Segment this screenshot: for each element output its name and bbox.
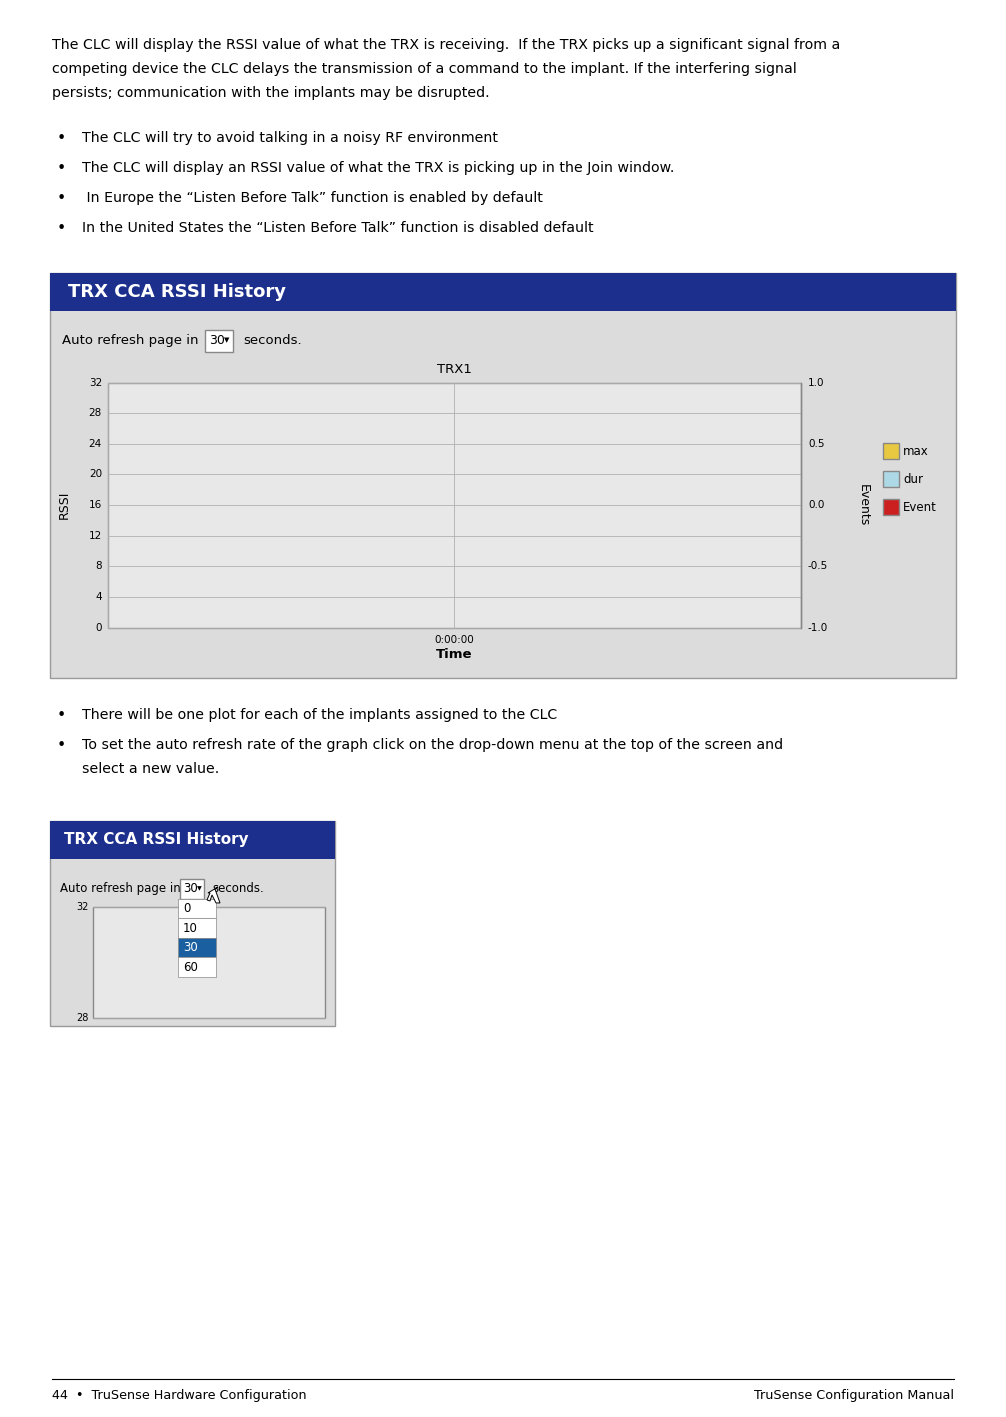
Text: •: • [57, 190, 66, 205]
Text: persists; communication with the implants may be disrupted.: persists; communication with the implant… [52, 86, 490, 101]
Text: TRX CCA RSSI History: TRX CCA RSSI History [64, 832, 248, 847]
Text: 60: 60 [183, 961, 198, 973]
Text: In the United States the “Listen Before Talk” function is disabled default: In the United States the “Listen Before … [82, 221, 594, 235]
Text: 30: 30 [209, 334, 225, 347]
Text: competing device the CLC delays the transmission of a command to the implant. If: competing device the CLC delays the tran… [52, 62, 797, 77]
Text: 32: 32 [89, 377, 102, 388]
Text: •: • [57, 221, 66, 235]
Text: 10: 10 [183, 921, 198, 935]
Text: To set the auto refresh rate of the graph click on the drop-down menu at the top: To set the auto refresh rate of the grap… [82, 738, 783, 751]
Bar [108, 383, 801, 628]
Text: Auto refresh page in: Auto refresh page in [60, 883, 181, 896]
Text: seconds.: seconds. [243, 334, 302, 347]
Text: ▼: ▼ [224, 337, 229, 343]
Bar [178, 958, 216, 976]
Text: ▼: ▼ [196, 887, 201, 891]
Text: 0: 0 [96, 622, 102, 632]
Bar [180, 879, 204, 898]
Text: 0:00:00: 0:00:00 [435, 635, 475, 645]
Bar [50, 272, 956, 677]
Text: 0.5: 0.5 [808, 439, 825, 449]
Text: 28: 28 [76, 1013, 89, 1023]
Text: Time: Time [437, 648, 473, 660]
Text: -1.0: -1.0 [808, 622, 828, 632]
Text: The CLC will try to avoid talking in a noisy RF environment: The CLC will try to avoid talking in a n… [82, 130, 498, 145]
Bar [50, 820, 335, 859]
Text: 8: 8 [96, 561, 102, 571]
Bar [50, 272, 956, 310]
Text: •: • [57, 130, 66, 146]
Bar [883, 499, 899, 516]
Text: 28: 28 [89, 408, 102, 418]
Bar [178, 938, 216, 958]
Text: -0.5: -0.5 [808, 561, 828, 571]
Text: 16: 16 [89, 500, 102, 510]
Text: •: • [57, 707, 66, 723]
Text: select a new value.: select a new value. [82, 762, 219, 775]
Text: 1.0: 1.0 [808, 377, 825, 388]
Text: TRX1: TRX1 [437, 363, 472, 376]
Text: TRX CCA RSSI History: TRX CCA RSSI History [68, 282, 286, 300]
Text: •: • [57, 738, 66, 752]
Text: 44  •  TruSense Hardware Configuration: 44 • TruSense Hardware Configuration [52, 1389, 307, 1401]
Bar [883, 472, 899, 487]
Text: RSSI: RSSI [57, 490, 70, 519]
Bar [883, 444, 899, 459]
Text: There will be one plot for each of the implants assigned to the CLC: There will be one plot for each of the i… [82, 707, 557, 721]
Text: dur: dur [903, 473, 923, 486]
Bar [178, 918, 216, 938]
Bar [93, 907, 325, 1017]
Text: 30: 30 [183, 883, 198, 896]
Text: •: • [57, 160, 66, 176]
Text: 12: 12 [89, 531, 102, 541]
Text: 24: 24 [89, 439, 102, 449]
Text: 20: 20 [89, 469, 102, 479]
Bar [205, 330, 233, 351]
Text: 30: 30 [183, 941, 198, 954]
Text: Auto refresh page in: Auto refresh page in [62, 334, 198, 347]
Text: max: max [903, 445, 929, 458]
Text: Events: Events [856, 485, 869, 526]
Bar [178, 898, 216, 918]
Text: 4: 4 [96, 592, 102, 602]
Text: 0: 0 [183, 903, 190, 915]
Text: 0.0: 0.0 [808, 500, 824, 510]
Text: The CLC will display an RSSI value of what the TRX is picking up in the Join win: The CLC will display an RSSI value of wh… [82, 160, 674, 174]
Text: Event: Event [903, 500, 937, 514]
Text: TruSense Configuration Manual: TruSense Configuration Manual [754, 1389, 954, 1401]
Text: The CLC will display the RSSI value of what the TRX is receiving.  If the TRX pi: The CLC will display the RSSI value of w… [52, 38, 840, 52]
Bar [50, 820, 335, 1026]
Text: 32: 32 [76, 903, 89, 913]
Text: In Europe the “Listen Before Talk” function is enabled by default: In Europe the “Listen Before Talk” funct… [82, 190, 543, 204]
Polygon shape [207, 887, 220, 903]
Text: seconds.: seconds. [212, 883, 264, 896]
